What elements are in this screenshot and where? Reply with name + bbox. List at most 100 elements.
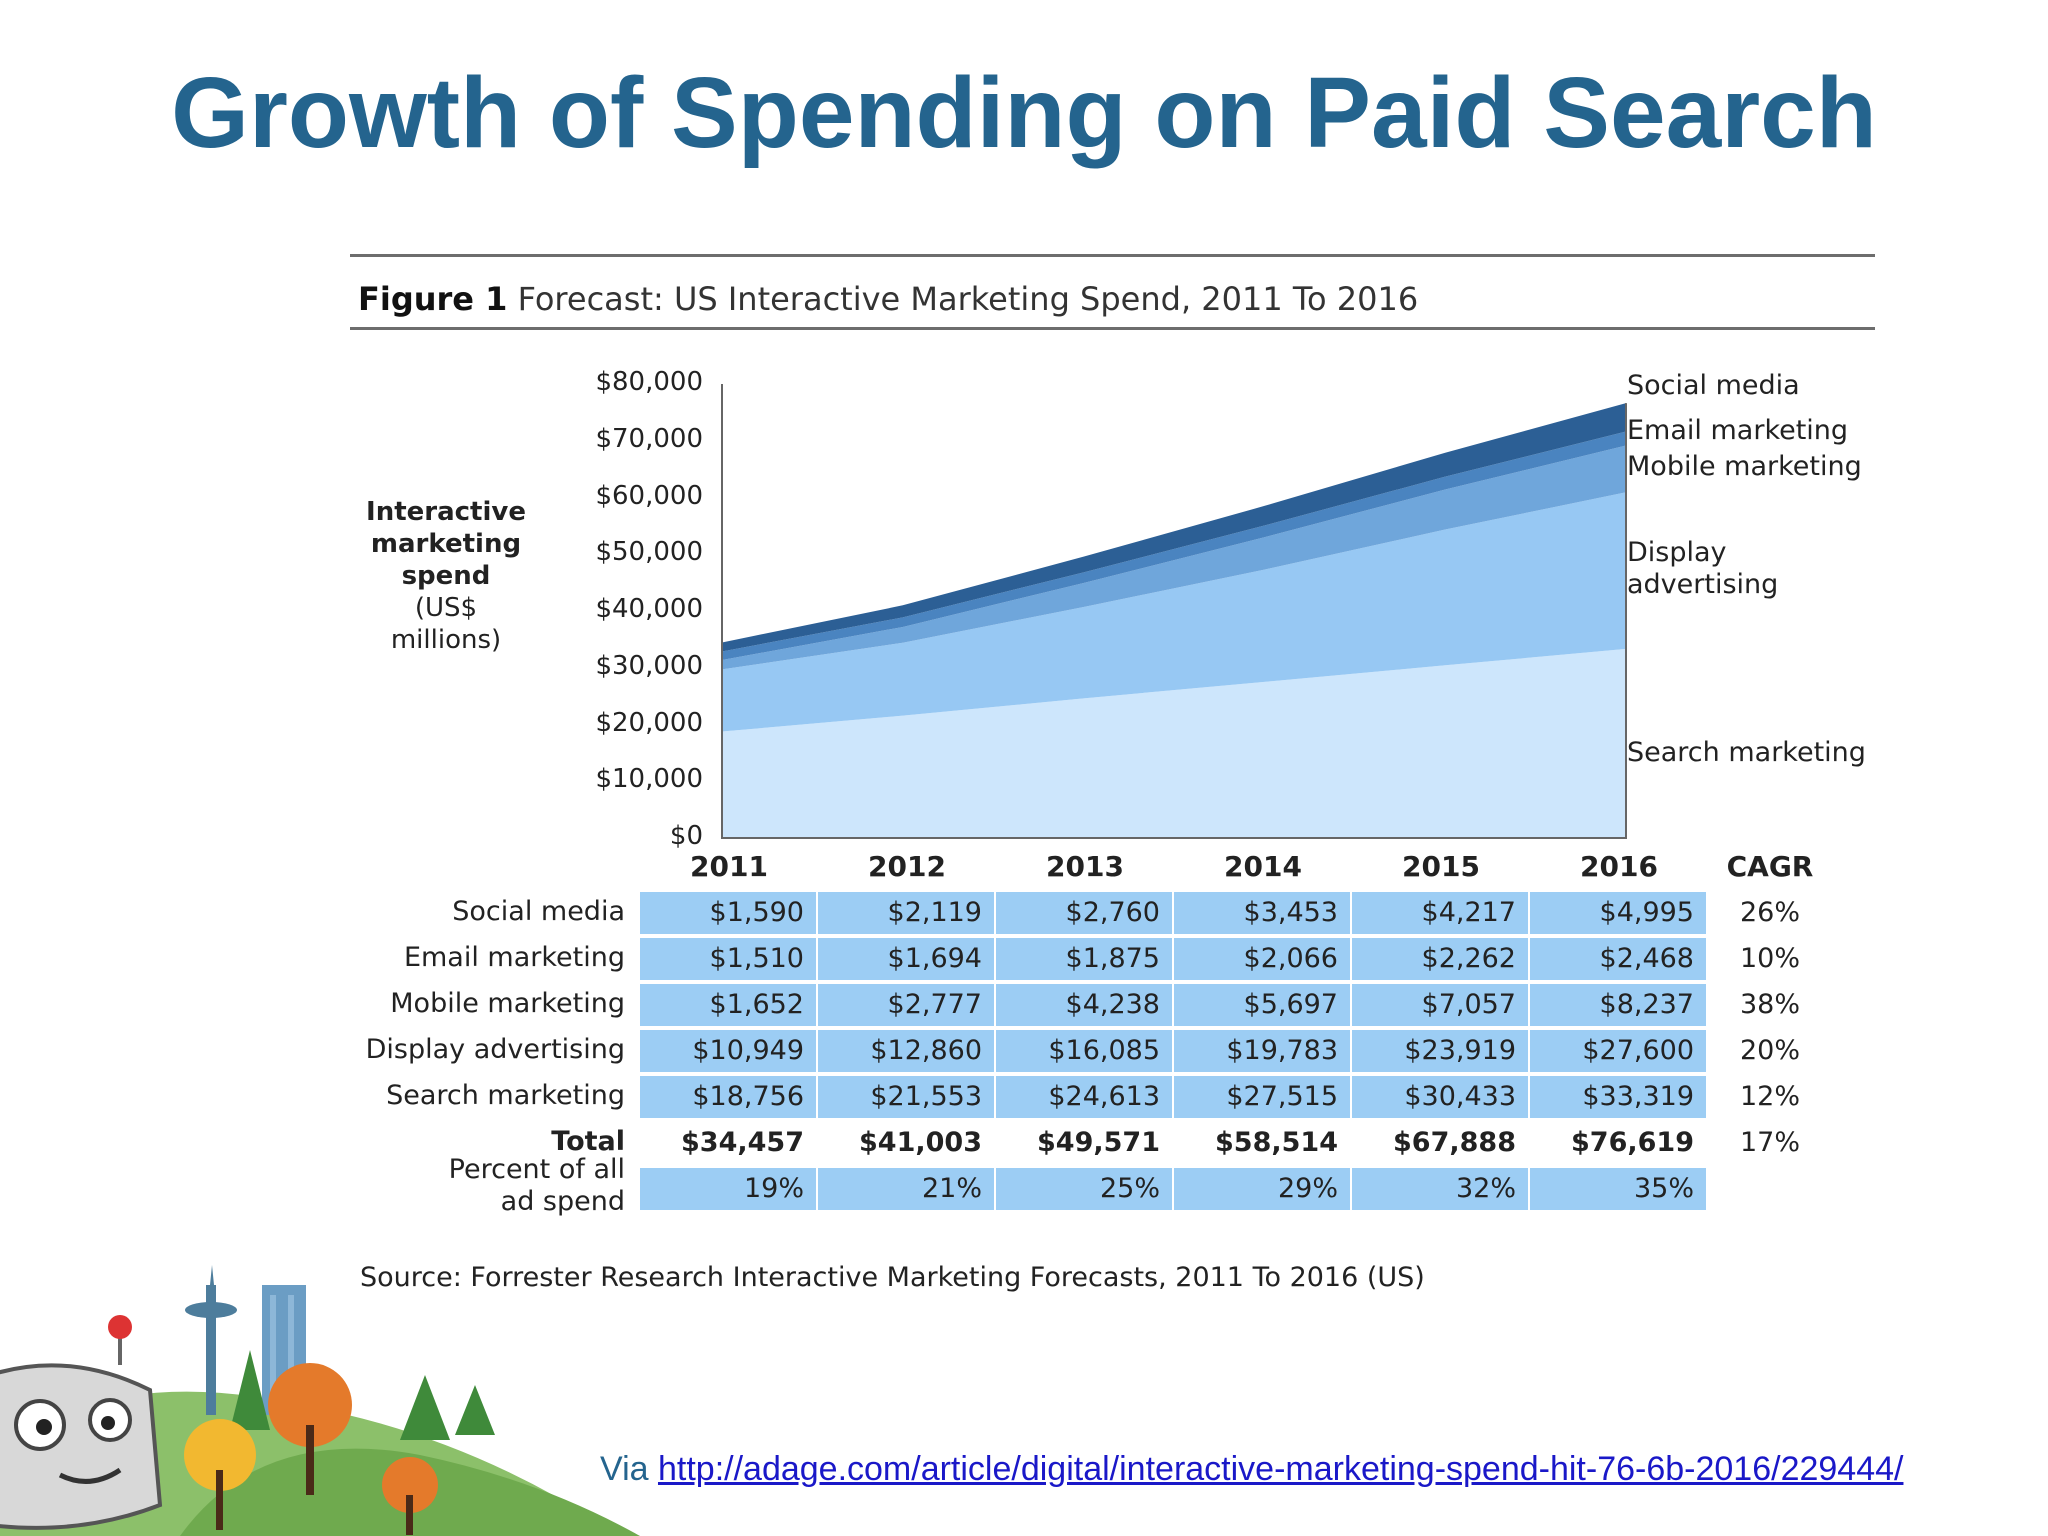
y-axis-title: Interactive marketing spend (US$ million… [356, 496, 536, 656]
cagr-cell: 20% [1739, 1035, 1800, 1066]
table-cell: 19% [640, 1168, 816, 1210]
table-cell: $2,468 [1530, 938, 1706, 980]
cagr-cell: 38% [1739, 989, 1800, 1020]
y-tick-label: $0 [669, 821, 703, 851]
table-cell: $67,888 [1393, 1127, 1516, 1158]
figure-heading: Figure 1 Forecast: US Interactive Market… [358, 280, 1418, 318]
cagr-cell: 12% [1739, 1081, 1800, 1112]
series-label-display-line2: advertising [1627, 569, 1779, 600]
table-cell: 32% [1352, 1168, 1528, 1210]
table-cell: $23,919 [1352, 1030, 1528, 1072]
year-header: 2016 [1580, 850, 1658, 883]
table-cell: $24,613 [996, 1076, 1172, 1118]
table-cell: $2,777 [818, 984, 994, 1026]
table-cell: $5,697 [1174, 984, 1350, 1026]
year-header: 2012 [868, 850, 946, 883]
table-cell: $7,057 [1352, 984, 1528, 1026]
table-cell: $16,085 [996, 1030, 1172, 1072]
cagr-header: CAGR [1726, 850, 1814, 883]
row-label-total: Total [551, 1126, 625, 1157]
year-header: 2015 [1402, 850, 1480, 883]
table-cell: $18,756 [640, 1076, 816, 1118]
row-label: Display advertising [365, 1034, 625, 1065]
slide-title: Growth of Spending on Paid Search [171, 57, 1877, 169]
table-cell: $30,433 [1352, 1076, 1528, 1118]
table-cell: $1,510 [640, 938, 816, 980]
y-tick-label: $60,000 [595, 480, 703, 511]
table-cell: $34,457 [681, 1127, 804, 1158]
table-cell: $2,066 [1174, 938, 1350, 980]
year-header: 2013 [1046, 850, 1124, 883]
table-cell: $2,262 [1352, 938, 1528, 980]
table-cell: $76,619 [1571, 1127, 1694, 1158]
table-cell: $2,760 [996, 892, 1172, 934]
area-search-marketing [722, 648, 1626, 838]
row-label: Mobile marketing [390, 988, 625, 1019]
figure-top-rule [350, 254, 1875, 257]
y-tick-label: $50,000 [595, 537, 703, 568]
table-cell: $58,514 [1215, 1127, 1338, 1158]
series-label-search: Search marketing [1627, 737, 1866, 768]
figure-source: Source: Forrester Research Interactive M… [360, 1262, 1425, 1293]
source-link[interactable]: http://adage.com/article/digital/interac… [657, 1450, 1904, 1488]
y-tick-label: $80,000 [595, 367, 703, 397]
figure-title: Forecast: US Interactive Marketing Spend… [517, 280, 1419, 318]
cagr-cell: 26% [1739, 897, 1800, 928]
table-cell: $27,515 [1174, 1076, 1350, 1118]
y-axis-title-main: Interactive marketing spend [366, 497, 526, 591]
via-attribution: Via http://adage.com/article/digital/int… [600, 1450, 1903, 1489]
year-header: 2014 [1224, 850, 1302, 883]
table-cell: $12,860 [818, 1030, 994, 1072]
robot-mascot-illustration [0, 1265, 640, 1536]
area-display-advertising [722, 492, 1626, 732]
table-cell: $3,453 [1174, 892, 1350, 934]
table-cell: $4,238 [996, 984, 1172, 1026]
y-tick-label: $10,000 [595, 764, 703, 795]
table-cell: $2,119 [818, 892, 994, 934]
table-cell: $1,694 [818, 938, 994, 980]
table-cell: 25% [996, 1168, 1172, 1210]
y-tick-label: $30,000 [595, 650, 703, 681]
series-label-mobile: Mobile marketing [1627, 451, 1862, 482]
y-tick-label: $70,000 [595, 423, 703, 454]
y-tick-label: $40,000 [595, 594, 703, 624]
table-cell: 35% [1530, 1168, 1706, 1210]
table-cell: $10,949 [640, 1030, 816, 1072]
row-label-percent: Percent of all ad spend [350, 1154, 625, 1218]
figure: Figure 1 Forecast: US Interactive Market… [350, 250, 1880, 1310]
table-cell: $19,783 [1174, 1030, 1350, 1072]
plot-axes [721, 384, 1627, 839]
via-label: Via [600, 1450, 649, 1488]
y-axis-title-unit: (US$ millions) [390, 593, 502, 655]
table-cell: 29% [1174, 1168, 1350, 1210]
table-cell: $27,600 [1530, 1030, 1706, 1072]
area-social-media [722, 403, 1626, 652]
table-cell: $41,003 [859, 1127, 982, 1158]
series-label-email: Email marketing [1627, 415, 1849, 446]
row-label: Email marketing [403, 942, 625, 973]
table-cell: $4,217 [1352, 892, 1528, 934]
table-cell: $4,995 [1530, 892, 1706, 934]
table-cell: $1,875 [996, 938, 1172, 980]
series-label-display: Display advertising [1627, 537, 1778, 601]
row-label-percent-line1: Percent of all [448, 1154, 625, 1185]
table-cell: $21,553 [818, 1076, 994, 1118]
row-label: Search marketing [386, 1080, 625, 1111]
series-label-social: Social media [1627, 370, 1800, 401]
cagr-cell: 10% [1739, 943, 1800, 974]
table-cell: $1,652 [640, 984, 816, 1026]
table-cell: $49,571 [1037, 1127, 1160, 1158]
figure-title-rule [350, 327, 1875, 330]
table-cell: $8,237 [1530, 984, 1706, 1026]
table-cell: $1,590 [640, 892, 816, 934]
table-cell: 21% [818, 1168, 994, 1210]
area-mobile-marketing [722, 445, 1626, 670]
table-cell: $33,319 [1530, 1076, 1706, 1118]
cagr-cell: 17% [1739, 1127, 1800, 1158]
series-label-display-line1: Display [1627, 537, 1727, 568]
year-header: 2011 [690, 850, 768, 883]
y-tick-label: $20,000 [595, 707, 703, 738]
row-label: Social media [452, 896, 625, 927]
figure-label: Figure 1 [358, 280, 508, 318]
area-email-marketing [722, 431, 1626, 661]
